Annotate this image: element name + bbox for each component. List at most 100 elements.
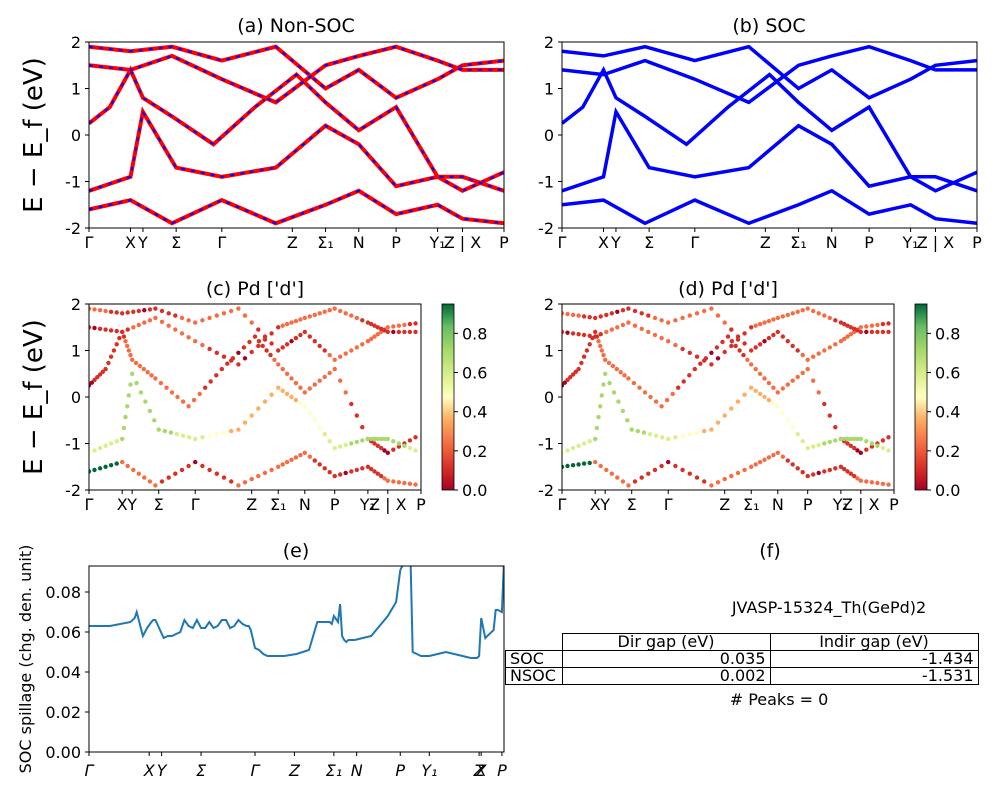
projection-point	[780, 334, 785, 339]
projection-point	[276, 348, 281, 353]
projection-point	[673, 318, 678, 323]
projection-point	[587, 342, 592, 347]
projection-point	[173, 327, 178, 332]
projection-point	[200, 463, 205, 469]
projection-point	[622, 373, 627, 378]
projection-point	[193, 436, 198, 442]
projection-point	[869, 323, 875, 328]
projection-point	[249, 413, 254, 418]
projection-point	[256, 339, 262, 344]
projection-point	[692, 366, 697, 372]
projection-point	[280, 462, 285, 467]
projection-point	[369, 466, 374, 472]
projection-point	[838, 339, 844, 344]
projection-point	[180, 399, 186, 404]
plot-frame	[88, 565, 505, 753]
projection-point	[598, 463, 603, 469]
colorbar-tick-label: 0.2	[462, 442, 487, 461]
projection-point	[771, 452, 776, 458]
projection-point	[709, 306, 714, 311]
x-tick-label: P	[803, 495, 813, 514]
projection-point	[845, 441, 850, 446]
projection-point	[200, 435, 205, 440]
projection-point	[260, 343, 265, 349]
projection-point	[298, 401, 303, 406]
colorbar-tick-label: 0.2	[935, 442, 960, 461]
projection-point	[618, 370, 623, 375]
projection-point	[168, 430, 174, 435]
projection-point	[269, 331, 274, 336]
projection-point	[858, 329, 863, 335]
projection-point	[402, 322, 407, 328]
projection-point	[822, 469, 827, 474]
projection-point	[108, 354, 114, 359]
projection-point	[735, 337, 741, 342]
projection-point	[587, 460, 592, 466]
projection-point	[735, 470, 741, 476]
projection-point	[694, 354, 700, 359]
projection-point	[123, 339, 128, 344]
projection-point	[584, 348, 590, 353]
projection-point	[576, 332, 581, 337]
projection-point	[293, 397, 299, 403]
projection-point	[349, 313, 354, 318]
projection-point	[653, 433, 659, 438]
projection-point	[646, 471, 651, 476]
projection-point	[816, 351, 821, 356]
projection-point	[187, 435, 192, 440]
projection-point	[225, 361, 230, 366]
projection-point	[200, 342, 205, 348]
projection-point	[379, 473, 384, 479]
projection-point	[179, 315, 185, 321]
projection-point	[681, 379, 686, 384]
projection-point	[402, 443, 407, 448]
projection-point	[702, 358, 707, 363]
projection-point	[632, 323, 638, 328]
projection-point	[596, 414, 601, 420]
projection-point	[159, 479, 165, 484]
projection-point	[664, 397, 670, 403]
projection-point	[581, 441, 587, 446]
projection-point	[785, 418, 790, 423]
projection-point	[312, 418, 317, 423]
projection-point	[766, 397, 772, 403]
x-tick-label: Z	[473, 761, 486, 780]
projection-point	[207, 433, 212, 438]
projection-point	[153, 376, 158, 381]
projection-point	[790, 462, 795, 467]
projection-point	[855, 328, 860, 333]
projection-point	[338, 444, 343, 449]
projection-point	[354, 345, 359, 350]
projection-point	[391, 324, 396, 329]
projection-point	[694, 430, 700, 435]
projection-point	[875, 322, 880, 328]
projection-point	[775, 404, 780, 409]
projection-point	[749, 348, 754, 353]
projection-point	[629, 427, 634, 432]
projection-point	[153, 306, 158, 311]
plot-frame	[561, 41, 978, 229]
projection-point	[869, 480, 875, 485]
table-cell-indir: -1.531	[769, 667, 979, 685]
projection-point	[317, 425, 322, 430]
projection-point	[659, 318, 664, 323]
projection-point	[152, 418, 157, 423]
x-tick-label: Σ₁	[317, 233, 334, 252]
projection-point	[214, 432, 219, 437]
projection-point	[858, 436, 863, 442]
projection-point	[128, 352, 133, 358]
colorbar-tick-label: 0.4	[935, 403, 960, 422]
y-tick-label: 0	[71, 126, 81, 145]
x-tick-label: X	[590, 495, 601, 514]
projection-point	[332, 366, 337, 372]
projection-point	[652, 467, 658, 473]
projection-point	[89, 450, 92, 455]
projection-point	[200, 318, 205, 323]
projection-point	[838, 320, 844, 325]
energy-ylabel-top: E − E_f (eV)	[19, 57, 49, 213]
x-tick-label: Γ	[85, 761, 95, 780]
projection-point	[720, 339, 725, 345]
projection-point	[780, 386, 785, 391]
